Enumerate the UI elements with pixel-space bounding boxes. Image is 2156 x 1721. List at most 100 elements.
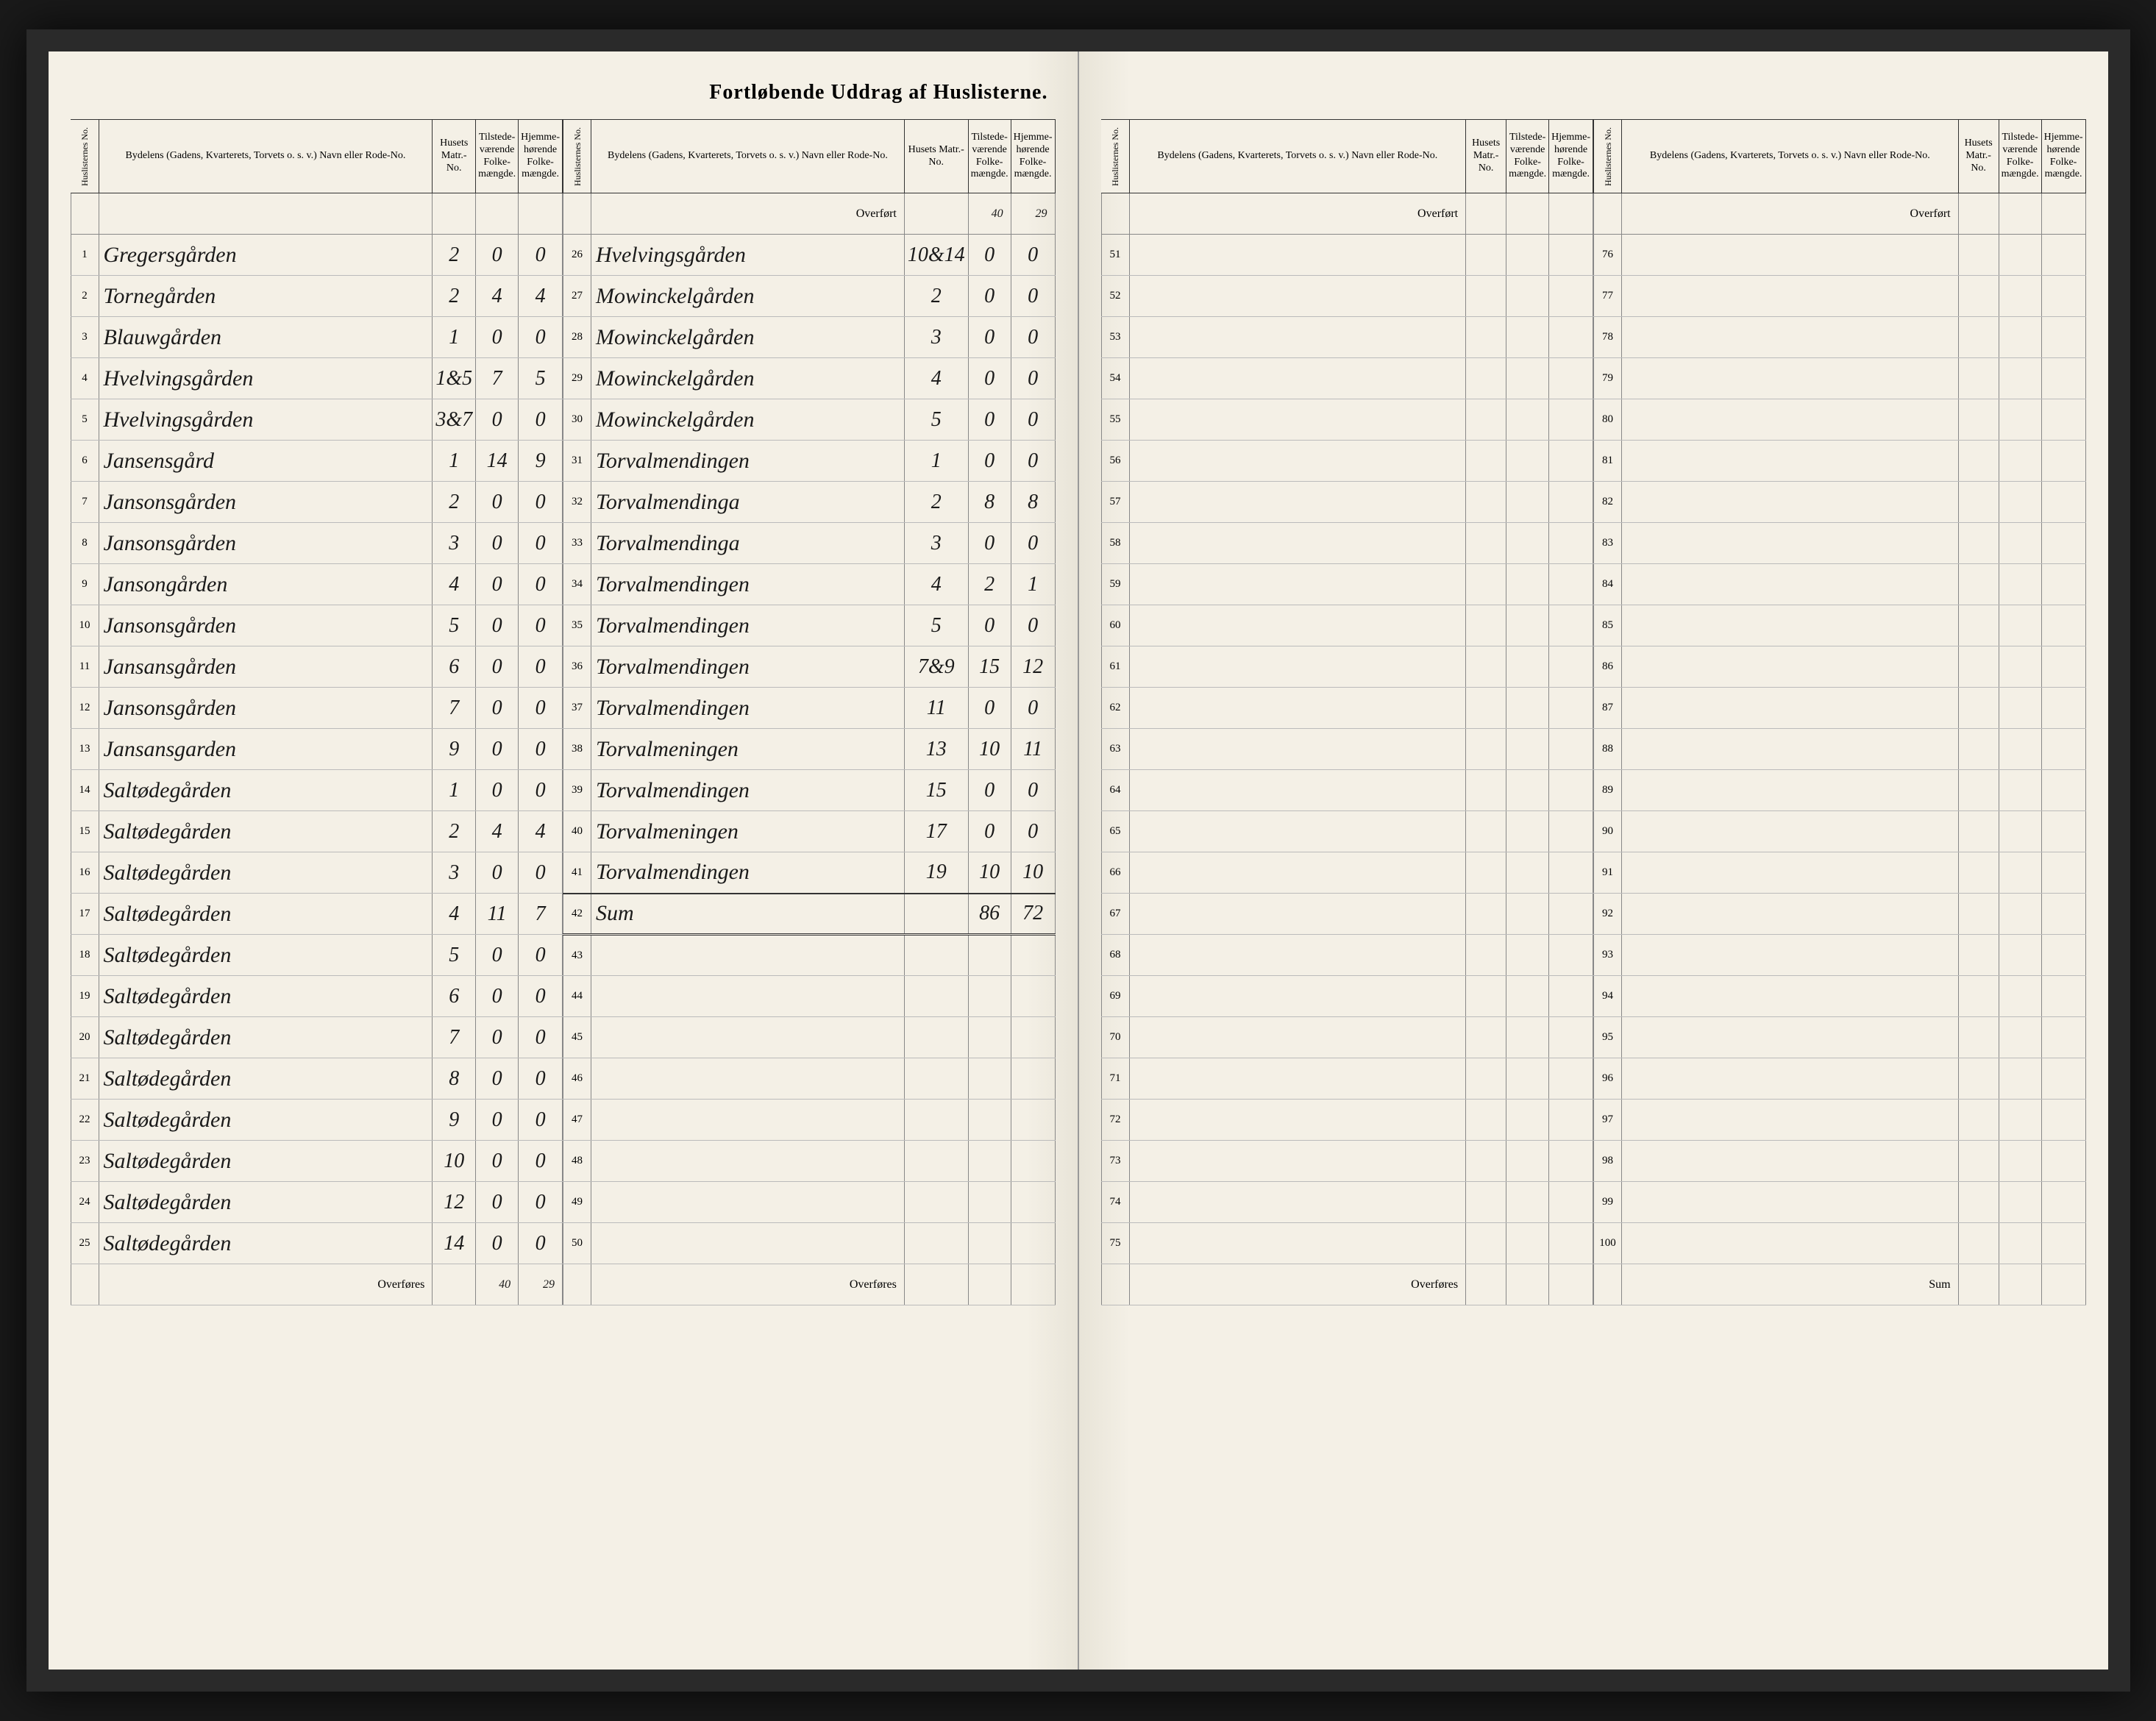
row-f1 — [1999, 1100, 2041, 1141]
row-f2: 0 — [1011, 605, 1055, 646]
row-matr — [904, 894, 968, 935]
row-name: Jansongården — [99, 564, 433, 605]
row-f2: 0 — [1011, 770, 1055, 811]
row-f2: 4 — [519, 276, 563, 317]
row-matr — [1466, 852, 1506, 894]
row-f2: 12 — [1011, 646, 1055, 688]
carry-label: Overført — [1129, 193, 1466, 235]
row-name — [591, 1100, 905, 1141]
row-matr: 3 — [904, 523, 968, 564]
ledger-row: 66 — [1101, 852, 1593, 894]
row-matr: 1 — [433, 441, 476, 482]
row-no: 16 — [71, 852, 99, 894]
row-f1 — [1999, 399, 2041, 441]
row-matr: 5 — [904, 399, 968, 441]
row-f1: 0 — [476, 852, 519, 894]
row-f1 — [1999, 811, 2041, 852]
row-f1: 4 — [476, 811, 519, 852]
row-no: 95 — [1594, 1017, 1622, 1058]
carry-f2 — [2041, 1264, 2085, 1305]
ledger-row: 97 — [1594, 1100, 2086, 1141]
row-no: 32 — [563, 482, 591, 523]
row-f1 — [1506, 482, 1549, 523]
row-matr — [1466, 317, 1506, 358]
ledger-row: 8Jansonsgården300 — [71, 523, 563, 564]
row-name — [1622, 1058, 1959, 1100]
col-header-no: Huslisternes No. — [563, 120, 591, 193]
row-no: 63 — [1101, 729, 1129, 770]
row-f1: 15 — [968, 646, 1011, 688]
row-name: Mowinckelgården — [591, 276, 905, 317]
row-no: 14 — [71, 770, 99, 811]
carry-label: Sum — [1622, 1264, 1959, 1305]
row-f2 — [1549, 358, 1593, 399]
row-name — [1622, 688, 1959, 729]
row-f1: 0 — [476, 1141, 519, 1182]
row-name: Saltødegården — [99, 852, 433, 894]
row-f2 — [1549, 1223, 1593, 1264]
row-f1 — [1999, 441, 2041, 482]
row-f2: 0 — [1011, 358, 1055, 399]
row-matr — [1958, 646, 1999, 688]
row-f2 — [1549, 811, 1593, 852]
overfores-row: Sum — [1594, 1264, 2086, 1305]
carry-f2: 29 — [519, 1264, 563, 1305]
row-no: 21 — [71, 1058, 99, 1100]
row-f2 — [1549, 852, 1593, 894]
row-no: 74 — [1101, 1182, 1129, 1223]
row-f2 — [2041, 976, 2085, 1017]
row-matr: 3 — [904, 317, 968, 358]
row-name — [1622, 1141, 1959, 1182]
row-matr — [1466, 935, 1506, 976]
row-f1: 0 — [476, 482, 519, 523]
row-f1 — [968, 1141, 1011, 1182]
ledger-row: 85 — [1594, 605, 2086, 646]
row-matr — [1958, 852, 1999, 894]
col-header-name: Bydelens (Gadens, Kvarterets, Torvets o.… — [1129, 120, 1466, 193]
row-matr — [1958, 976, 1999, 1017]
row-matr: 13 — [904, 729, 968, 770]
row-matr: 2 — [433, 235, 476, 276]
row-f2: 0 — [519, 605, 563, 646]
row-f1: 0 — [968, 317, 1011, 358]
row-no: 50 — [563, 1223, 591, 1264]
row-f1: 0 — [476, 646, 519, 688]
row-name — [1622, 441, 1959, 482]
row-f1 — [1999, 894, 2041, 935]
col-header-folk1: Tilstede-værende Folke-mængde. — [1506, 120, 1549, 193]
row-matr — [1958, 729, 1999, 770]
row-f1 — [1506, 235, 1549, 276]
row-matr — [904, 976, 968, 1017]
row-matr — [1466, 235, 1506, 276]
row-no: 73 — [1101, 1141, 1129, 1182]
row-name: Jansonsgården — [99, 482, 433, 523]
carry-f2 — [1011, 1264, 1055, 1305]
row-no: 67 — [1101, 894, 1129, 935]
row-matr — [904, 1058, 968, 1100]
ledger-row: 36Torvalmendingen7&91512 — [563, 646, 1056, 688]
row-f2: 10 — [1011, 852, 1055, 894]
row-matr — [1958, 935, 1999, 976]
row-f2 — [2041, 935, 2085, 976]
row-f2 — [1011, 1141, 1055, 1182]
row-no: 22 — [71, 1100, 99, 1141]
row-f1: 0 — [968, 688, 1011, 729]
row-matr: 15 — [904, 770, 968, 811]
row-name: Torvalmendingen — [591, 852, 905, 894]
row-matr: 2 — [433, 482, 476, 523]
row-no: 52 — [1101, 276, 1129, 317]
row-matr — [1958, 1223, 1999, 1264]
row-matr — [1466, 894, 1506, 935]
row-no: 24 — [71, 1182, 99, 1223]
row-f2 — [2041, 276, 2085, 317]
row-no: 70 — [1101, 1017, 1129, 1058]
ledger-row: 87 — [1594, 688, 2086, 729]
row-no: 88 — [1594, 729, 1622, 770]
carry-label: Overført — [1622, 193, 1959, 235]
row-f1: 0 — [476, 1100, 519, 1141]
row-no: 33 — [563, 523, 591, 564]
row-f2: 11 — [1011, 729, 1055, 770]
row-name: Torvalmendingen — [591, 564, 905, 605]
row-f2: 0 — [519, 317, 563, 358]
photo-frame: Fortløbende Uddrag af Huslisterne. Husli… — [26, 29, 2130, 1692]
